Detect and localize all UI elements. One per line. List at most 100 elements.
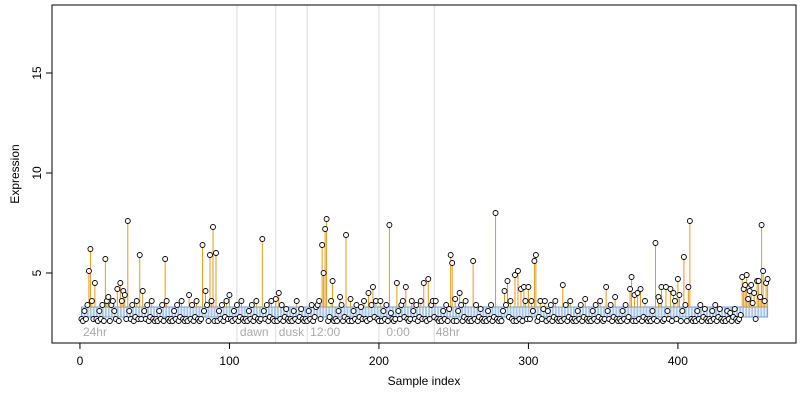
- data-point: [677, 318, 684, 324]
- annotation: 24hr: [83, 325, 107, 339]
- data-point: [402, 284, 409, 290]
- data-point: [141, 308, 148, 314]
- data-point: [743, 272, 750, 278]
- data-point: [148, 298, 155, 304]
- data-point: [470, 258, 477, 264]
- data-point: [226, 292, 233, 298]
- data-point: [81, 308, 88, 314]
- data-point: [323, 216, 330, 222]
- data-point: [96, 308, 103, 314]
- data-point: [380, 308, 387, 314]
- data-point: [126, 308, 133, 314]
- data-point: [82, 316, 89, 322]
- data-point: [102, 256, 109, 262]
- data-point: [272, 296, 279, 302]
- data-point: [88, 298, 95, 304]
- data-point: [716, 306, 723, 312]
- data-point: [144, 302, 151, 308]
- data-point: [111, 308, 118, 314]
- data-point: [328, 298, 335, 304]
- data-point: [174, 302, 181, 308]
- data-point: [189, 302, 196, 308]
- data-point: [449, 260, 456, 266]
- data-point: [761, 298, 768, 304]
- data-point: [528, 298, 535, 304]
- data-point: [361, 298, 367, 304]
- data-point: [106, 318, 113, 324]
- x-tick-label: 100: [219, 354, 239, 368]
- data-point: [603, 284, 610, 290]
- data-point: [541, 298, 548, 304]
- data-point: [686, 218, 693, 224]
- data-point: [453, 318, 460, 324]
- data-point: [283, 306, 290, 312]
- data-point: [657, 298, 663, 304]
- data-point: [202, 288, 209, 294]
- data-point: [512, 272, 518, 278]
- annotation: dawn: [240, 325, 269, 339]
- data-point: [712, 302, 719, 308]
- data-point: [259, 236, 266, 242]
- data-point: [278, 302, 285, 308]
- data-point: [531, 258, 538, 264]
- data-point: [582, 296, 589, 302]
- data-point: [410, 308, 417, 314]
- annotation: 48hr: [436, 325, 460, 339]
- data-point: [485, 308, 492, 314]
- data-point: [727, 310, 734, 316]
- data-point: [529, 308, 536, 314]
- data-point: [440, 308, 447, 314]
- data-point: [204, 302, 210, 308]
- data-point: [100, 318, 107, 324]
- data-point: [248, 302, 255, 308]
- data-point: [745, 296, 752, 302]
- data-point: [667, 286, 674, 292]
- annotation: 12:00: [310, 325, 340, 339]
- data-point: [597, 298, 604, 304]
- data-point: [758, 222, 765, 228]
- data-point: [326, 314, 333, 320]
- data-point: [311, 314, 318, 320]
- data-point: [329, 278, 336, 284]
- data-point: [755, 278, 762, 284]
- data-point: [544, 308, 551, 314]
- data-point: [136, 252, 143, 258]
- data-point: [216, 308, 222, 314]
- data-point: [526, 316, 533, 322]
- data-point: [752, 316, 759, 322]
- data-point: [343, 232, 349, 238]
- data-point: [652, 240, 659, 246]
- data-point: [501, 288, 508, 294]
- data-point: [749, 300, 756, 306]
- data-point: [462, 298, 469, 304]
- data-point: [500, 308, 506, 314]
- data-point: [213, 250, 219, 256]
- data-point: [335, 308, 342, 314]
- annotation: 0:00: [386, 325, 410, 339]
- data-point: [413, 302, 420, 308]
- plot-frame: [51, 4, 797, 344]
- data-point: [503, 302, 509, 308]
- data-point: [338, 302, 345, 308]
- data-point: [230, 308, 237, 314]
- y-axis-label: Expression: [8, 144, 22, 203]
- data-point: [622, 302, 629, 308]
- data-point: [654, 318, 660, 324]
- data-point: [207, 252, 213, 258]
- data-point: [619, 308, 626, 314]
- data-point: [319, 242, 326, 248]
- data-point: [159, 302, 166, 308]
- data-point: [162, 256, 169, 262]
- data-point: [492, 210, 499, 216]
- data-point: [612, 294, 619, 300]
- data-point: [685, 284, 692, 290]
- data-point: [114, 286, 121, 292]
- data-point: [664, 308, 671, 314]
- data-point: [91, 280, 98, 286]
- data-point: [118, 298, 125, 304]
- data-point: [84, 302, 91, 308]
- data-point: [425, 276, 432, 282]
- data-point: [298, 306, 305, 312]
- data-point: [223, 298, 230, 304]
